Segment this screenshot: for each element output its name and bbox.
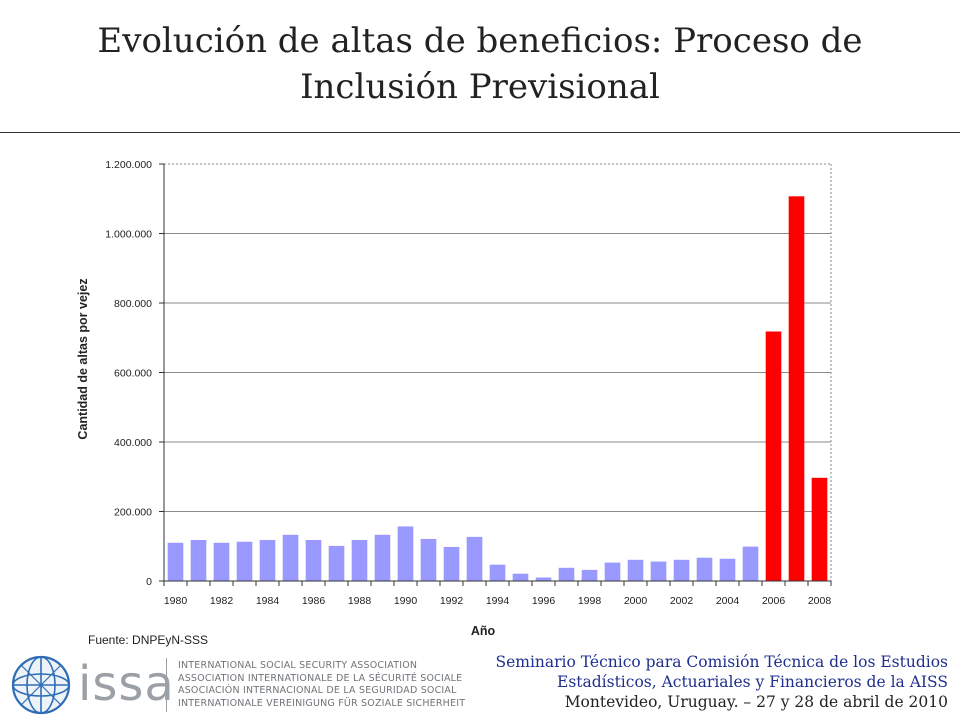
x-tick-label: 2002 xyxy=(670,595,694,607)
bar-1989 xyxy=(374,534,391,581)
y-axis-label: Cantidad de altas por vejez xyxy=(76,278,90,439)
bar-1999 xyxy=(604,562,621,581)
y-tick-label: 200.000 xyxy=(114,507,152,519)
chart-axes xyxy=(159,163,832,586)
bar-1988 xyxy=(351,539,368,581)
x-tick-label: 1994 xyxy=(486,595,510,607)
chart-gridlines xyxy=(164,163,832,581)
bar-1992 xyxy=(443,546,460,581)
x-tick-label: 1982 xyxy=(210,595,234,607)
y-tick-label: 1.000.000 xyxy=(105,229,152,241)
x-tick-label: 1988 xyxy=(348,595,372,607)
x-tick-label: 1990 xyxy=(394,595,418,607)
issa-name-es: ASOCIACIÓN INTERNACIONAL DE LA SEGURIDAD… xyxy=(178,685,457,696)
globe-icon xyxy=(11,655,71,715)
x-tick-label: 1992 xyxy=(440,595,464,607)
x-tick-label: 2008 xyxy=(808,595,832,607)
x-tick-label: 1986 xyxy=(302,595,326,607)
bar-1986 xyxy=(305,539,322,581)
bar-1990 xyxy=(397,526,414,581)
chart-source: Fuente: DNPEyN-SSS xyxy=(88,633,209,647)
seminar-line-3: Montevideo, Uruguay. – 27 y 28 de abril … xyxy=(564,693,948,711)
y-tick-label: 1.200.000 xyxy=(105,159,152,171)
bar-1994 xyxy=(489,564,506,581)
bar-1998 xyxy=(581,569,598,581)
issa-names: INTERNATIONAL SOCIAL SECURITY ASSOCIATIO… xyxy=(178,660,465,710)
bar-1980 xyxy=(167,542,184,581)
bar-2004 xyxy=(719,558,736,581)
y-tick-label: 400.000 xyxy=(114,437,152,449)
x-axis-label: Año xyxy=(471,624,496,638)
bar-1987 xyxy=(328,545,345,581)
y-tick-labels: 0 200.000 400.000 600.000 800.000 1.000.000 1.… xyxy=(105,159,152,588)
bar-chart: 0 200.000 400.000 600.000 800.000 1.000.000 1.… xyxy=(76,159,832,638)
x-tick-label: 1980 xyxy=(164,595,188,607)
bar-1981 xyxy=(190,539,207,581)
bar-2006 xyxy=(765,331,782,581)
bar-1985 xyxy=(282,534,299,581)
bar-2001 xyxy=(650,561,667,581)
bar-1984 xyxy=(259,539,276,581)
logo-divider xyxy=(166,658,167,712)
seminar-line-2: Estadísticos, Actuariales y Financieros … xyxy=(557,673,948,691)
bar-1982 xyxy=(213,542,230,581)
issa-wordmark: issa xyxy=(78,656,175,712)
bar-2008 xyxy=(811,477,828,581)
bar-2002 xyxy=(673,559,690,581)
bar-2005 xyxy=(742,546,759,581)
bar-1996 xyxy=(535,577,552,581)
title-divider xyxy=(0,132,960,133)
y-tick-label: 0 xyxy=(146,576,152,588)
y-tick-label: 600.000 xyxy=(114,368,152,380)
bar-1995 xyxy=(512,573,529,581)
x-tick-label: 2000 xyxy=(624,595,648,607)
bar-1991 xyxy=(420,538,437,581)
bar-2000 xyxy=(627,559,644,581)
x-tick-label: 1984 xyxy=(256,595,280,607)
page-title-line-2: Inclusión Previsional xyxy=(300,67,660,107)
issa-logo: issa INTERNATIONAL SOCIAL SECURITY ASSOC… xyxy=(0,650,465,720)
x-tick-labels: 1980 1982 1984 1986 1988 1990 1992 1994 1996 1998… xyxy=(164,595,832,607)
page-title: Evolución de altas de beneficios: Proces… xyxy=(40,18,920,110)
seminar-info: Seminario Técnico para Comisión Técnica … xyxy=(495,652,948,712)
issa-name-de: INTERNATIONALE VEREINIGUNG FÜR SOZIALE S… xyxy=(178,697,466,709)
bar-2007 xyxy=(788,196,805,581)
x-tick-label: 1996 xyxy=(532,595,556,607)
page-title-line-1: Evolución de altas de beneficios: Proces… xyxy=(97,21,863,61)
y-tick-label: 800.000 xyxy=(114,298,152,310)
chart-bars xyxy=(167,196,828,581)
issa-name-en: INTERNATIONAL SOCIAL SECURITY ASSOCIATIO… xyxy=(178,660,418,671)
bar-1997 xyxy=(558,567,575,581)
issa-name-fr: ASSOCIATION INTERNATIONALE DE LA SÉCURIT… xyxy=(178,672,463,684)
x-tick-label: 2004 xyxy=(716,595,740,607)
bar-1993 xyxy=(466,536,483,581)
seminar-line-1: Seminario Técnico para Comisión Técnica … xyxy=(495,653,948,671)
x-tick-label: 2006 xyxy=(762,595,786,607)
bar-1983 xyxy=(236,541,253,581)
bar-2003 xyxy=(696,557,713,581)
x-tick-label: 1998 xyxy=(578,595,602,607)
